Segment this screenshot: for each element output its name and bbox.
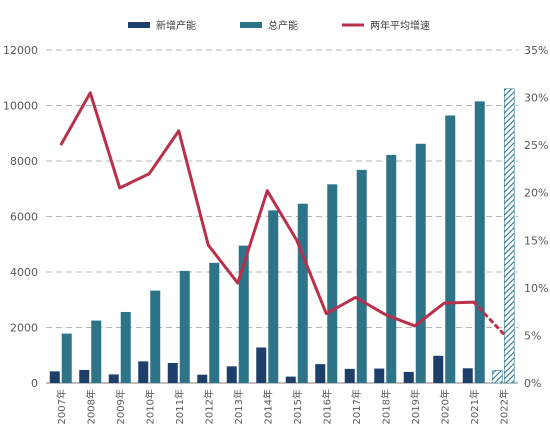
x-tick-label: 2017年 bbox=[350, 389, 363, 424]
total-capacity-bar bbox=[209, 262, 220, 383]
left-tick-label: 6000 bbox=[10, 211, 38, 224]
total-capacity-bar bbox=[238, 245, 249, 383]
x-tick-label: 2013年 bbox=[232, 389, 245, 424]
total-capacity-bar bbox=[327, 184, 338, 383]
x-tick-label: 2022年 bbox=[497, 389, 510, 424]
total-capacity-bars bbox=[61, 88, 515, 384]
x-tick-label: 2018年 bbox=[379, 389, 392, 424]
total-capacity-bar bbox=[91, 320, 102, 383]
total-capacity-bar bbox=[268, 210, 279, 383]
right-tick-label: 5% bbox=[524, 329, 541, 342]
new-capacity-bar bbox=[285, 376, 296, 383]
total-capacity-bar bbox=[415, 143, 426, 383]
total-capacity-bar bbox=[179, 270, 190, 383]
growth-line bbox=[59, 91, 474, 328]
left-axis: 0 2000 4000 6000 8000 10000 12000 bbox=[3, 44, 38, 390]
right-tick-label: 0% bbox=[524, 377, 541, 390]
x-tick-label: 2007年 bbox=[55, 389, 68, 424]
new-capacity-bar bbox=[374, 368, 385, 383]
total-capacity-bar bbox=[474, 101, 485, 384]
right-tick-label: 35% bbox=[524, 44, 548, 57]
right-tick-label: 20% bbox=[524, 187, 548, 200]
x-tick-label: 2010年 bbox=[143, 389, 156, 424]
right-tick-label: 10% bbox=[524, 282, 548, 295]
total-capacity-bar bbox=[386, 154, 397, 383]
new-capacity-bar bbox=[49, 371, 60, 383]
legend-label-new-capacity: 新增产能 bbox=[156, 19, 196, 32]
right-tick-label: 25% bbox=[524, 139, 548, 152]
total-capacity-bar bbox=[297, 203, 308, 383]
new-capacity-bar bbox=[433, 355, 444, 383]
legend-swatch-new-capacity bbox=[128, 22, 150, 28]
total-capacity-bar-estimated bbox=[503, 88, 515, 384]
x-tick-label: 2008年 bbox=[84, 389, 97, 424]
left-tick-label: 12000 bbox=[3, 44, 38, 57]
left-tick-label: 10000 bbox=[3, 100, 38, 113]
x-tick-label: 2019年 bbox=[409, 389, 422, 424]
x-tick-label: 2012年 bbox=[202, 389, 215, 424]
x-tick-label: 2009年 bbox=[114, 389, 127, 424]
left-tick-label: 8000 bbox=[10, 155, 38, 168]
x-tick-label: 2020年 bbox=[438, 389, 451, 424]
legend-label-total-capacity: 总产能 bbox=[268, 19, 298, 32]
new-capacity-bar-estimated bbox=[491, 370, 503, 384]
right-tick-label: 30% bbox=[524, 92, 548, 105]
new-capacity-bar bbox=[108, 374, 119, 383]
growth-line-projected bbox=[472, 300, 505, 336]
new-capacity-bar bbox=[256, 347, 267, 383]
legend-swatch-total-capacity bbox=[240, 22, 262, 28]
x-tick-label: 2021年 bbox=[468, 389, 481, 424]
right-tick-label: 15% bbox=[524, 234, 548, 247]
x-tick-label: 2011年 bbox=[173, 389, 186, 424]
total-capacity-bar bbox=[356, 169, 367, 383]
legend-item-new-capacity: 新增产能 bbox=[128, 19, 196, 32]
legend-label-growth: 两年平均增速 bbox=[370, 19, 430, 32]
new-capacity-bar bbox=[167, 363, 178, 383]
legend-item-total-capacity: 总产能 bbox=[240, 19, 298, 32]
total-capacity-bar bbox=[120, 311, 131, 383]
new-capacity-bar bbox=[462, 368, 473, 383]
new-capacity-bar bbox=[344, 368, 355, 383]
new-capacity-bar bbox=[315, 364, 326, 383]
new-capacity-bars bbox=[49, 347, 503, 384]
total-capacity-bar bbox=[150, 290, 161, 383]
left-tick-label: 2000 bbox=[10, 322, 38, 335]
new-capacity-bar bbox=[197, 374, 208, 383]
left-tick-label: 0 bbox=[31, 377, 38, 390]
legend-item-growth: 两年平均增速 bbox=[342, 19, 430, 32]
total-capacity-bar bbox=[445, 115, 456, 384]
x-axis: 2007年 2008年 2009年 2010年 2011年 2012年 2013年 2014年… bbox=[55, 389, 511, 424]
right-axis: 0% 5% 10% 15% 20% 25% 30% 35% bbox=[524, 44, 548, 390]
x-tick-label: 2014年 bbox=[261, 389, 274, 424]
new-capacity-bar bbox=[226, 366, 237, 383]
legend: 新增产能 总产能 两年平均增速 bbox=[128, 19, 430, 32]
new-capacity-bar bbox=[138, 361, 149, 383]
new-capacity-bar bbox=[79, 369, 90, 383]
total-capacity-bar bbox=[61, 333, 72, 383]
x-tick-label: 2015年 bbox=[291, 389, 304, 424]
growth-line-series bbox=[59, 91, 505, 336]
new-capacity-bar bbox=[403, 371, 414, 383]
x-tick-label: 2016年 bbox=[320, 389, 333, 424]
left-tick-label: 4000 bbox=[10, 266, 38, 279]
